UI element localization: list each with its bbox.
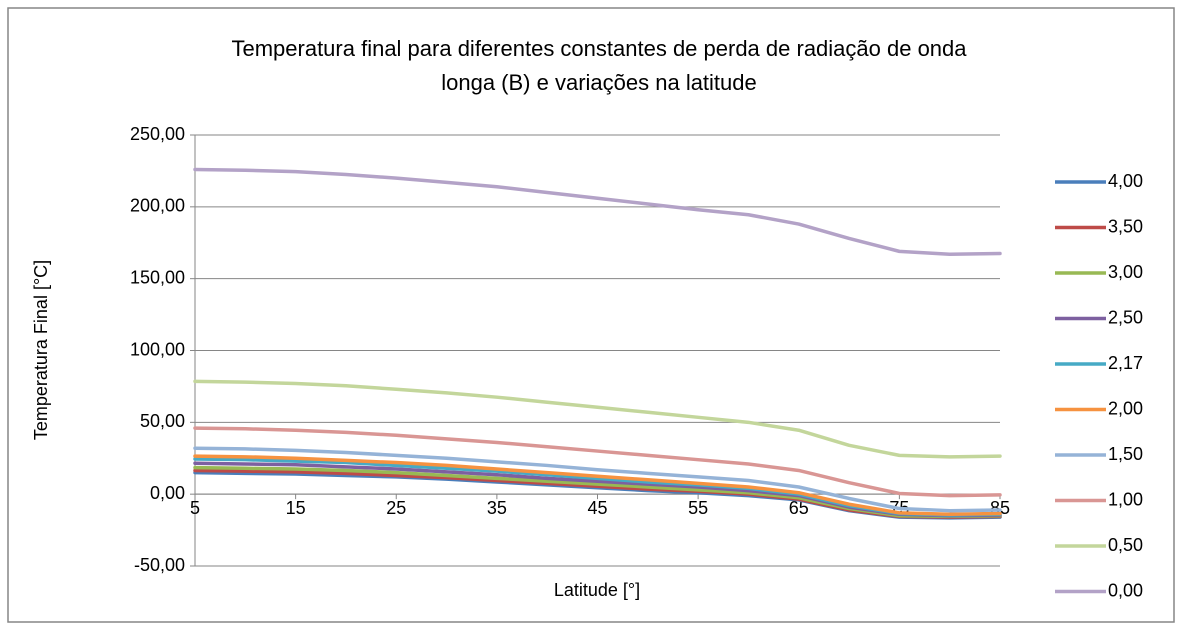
legend-label: 4,00	[1108, 171, 1143, 191]
series-line	[193, 426, 1002, 498]
legend-label: 3,00	[1108, 262, 1143, 282]
legend-label: 0,00	[1108, 580, 1143, 600]
x-tick-label: 25	[386, 498, 406, 518]
chart-title: Temperatura final para diferentes consta…	[231, 36, 967, 61]
chart-title: longa (B) e variações na latitude	[441, 70, 757, 95]
y-axis-label: Temperatura Final [°C]	[31, 260, 51, 440]
x-tick-label: 15	[286, 498, 306, 518]
x-tick-label: 55	[688, 498, 708, 518]
legend-label: 2,50	[1108, 307, 1143, 327]
legend-label: 0,50	[1108, 535, 1143, 555]
y-tick-label: 250,00	[130, 124, 185, 144]
y-tick-label: 0,00	[150, 483, 185, 503]
series-line	[193, 167, 1002, 256]
legend-label: 1,00	[1108, 489, 1143, 509]
legend-label: 3,50	[1108, 216, 1143, 236]
x-tick-label: 65	[789, 498, 809, 518]
y-tick-label: 50,00	[140, 411, 185, 431]
y-tick-label: -50,00	[134, 555, 185, 575]
x-axis-label: Latitude [°]	[554, 580, 640, 600]
x-tick-label: 45	[587, 498, 607, 518]
y-tick-label: 100,00	[130, 339, 185, 359]
x-tick-label: 5	[190, 498, 200, 518]
y-tick-label: 150,00	[130, 267, 185, 287]
chart-border	[7, 7, 1175, 623]
y-tick-label: 200,00	[130, 196, 185, 216]
legend-label: 2,17	[1108, 353, 1143, 373]
series-line	[193, 446, 1002, 513]
legend-label: 2,00	[1108, 398, 1143, 418]
legend-label: 1,50	[1108, 444, 1143, 464]
x-tick-label: 35	[487, 498, 507, 518]
series-line	[193, 379, 1002, 459]
series-line	[193, 454, 1002, 517]
